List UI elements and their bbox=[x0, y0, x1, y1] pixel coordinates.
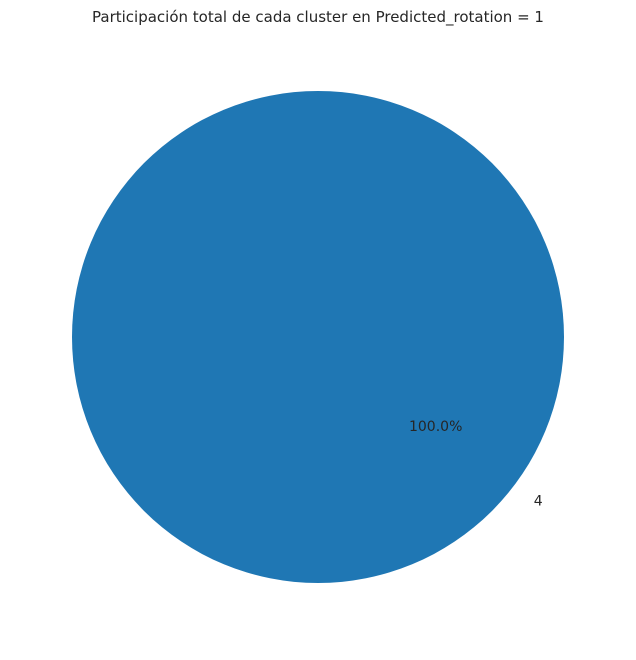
pie-pct-label: 100.0% bbox=[409, 419, 462, 435]
pie-slices bbox=[72, 91, 564, 583]
pie-slice-4 bbox=[72, 91, 564, 583]
pie-labels: 4 100.0% bbox=[409, 419, 543, 509]
chart-title: Participación total de cada cluster en P… bbox=[92, 8, 544, 27]
pie-category-label: 4 bbox=[534, 493, 543, 509]
